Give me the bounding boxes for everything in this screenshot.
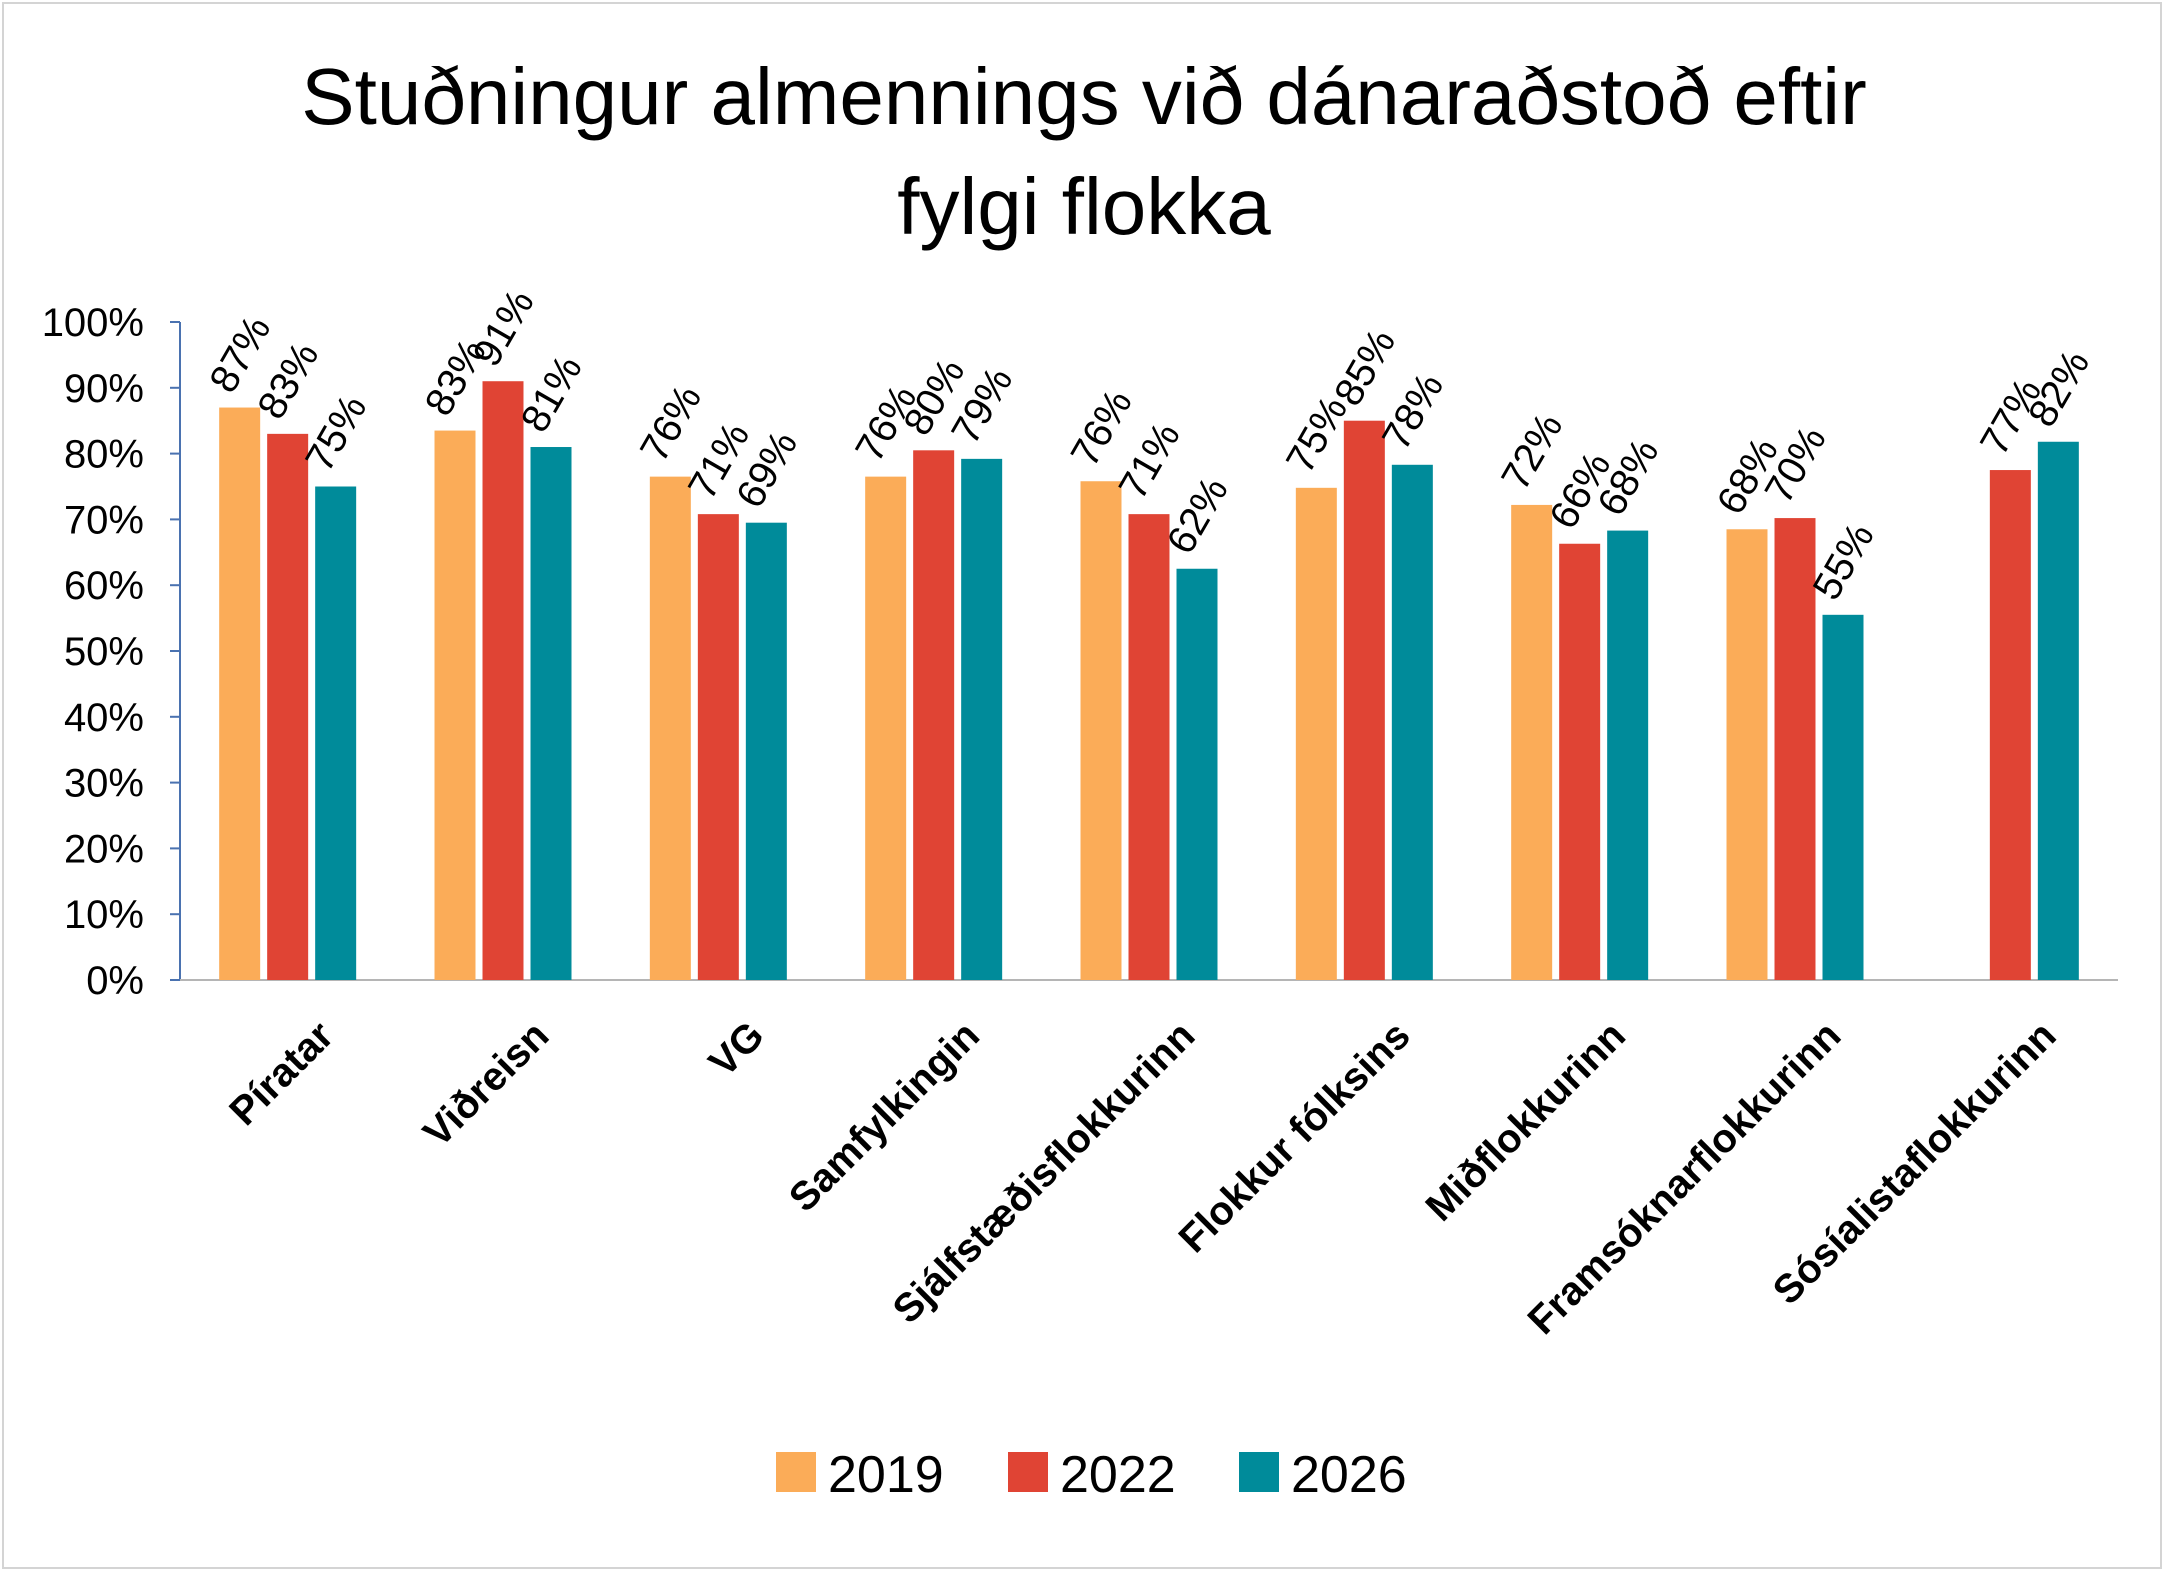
y-tick-label: 40%	[64, 696, 144, 740]
y-tick-label: 100%	[42, 301, 144, 345]
bar-2026	[1176, 568, 1218, 980]
category-label: Píratar	[221, 1013, 342, 1134]
bar-2019	[219, 407, 261, 980]
category-label: Viðreisn	[415, 1013, 557, 1155]
y-tick-label: 10%	[64, 893, 144, 937]
legend-swatch-2019	[776, 1452, 816, 1492]
y-tick-label: 60%	[64, 564, 144, 608]
legend-label-2019: 2019	[828, 1446, 944, 1504]
data-label-2022: 85%	[1326, 322, 1404, 413]
bar-2026	[745, 522, 787, 980]
category-labels: Píratar Viðreisn VG SamfylkinginSjálfstæðis…	[221, 1013, 2064, 1343]
bar-2026	[1822, 614, 1864, 980]
category-label: Samfylkingin	[781, 1013, 988, 1220]
y-tick-label: 90%	[64, 367, 144, 411]
bar-2026	[530, 447, 572, 980]
y-tick-label: 0%	[86, 959, 144, 1003]
legend: 2019 2022 2026	[776, 1446, 1407, 1504]
bar-2026	[315, 486, 357, 980]
bar-2019	[1080, 481, 1122, 980]
bar-2019	[1295, 487, 1337, 980]
bar-2022	[1128, 514, 1170, 980]
legend-label-2026: 2026	[1291, 1446, 1407, 1504]
bar-2026	[961, 458, 1003, 980]
bar-2019	[649, 476, 691, 980]
bar-2022	[267, 433, 309, 980]
chart-title-line-2: fylgi flokka	[897, 162, 1271, 251]
legend-swatch-2026	[1239, 1452, 1279, 1492]
legend-swatch-2022	[1008, 1452, 1048, 1492]
legend-label-2022: 2022	[1060, 1446, 1176, 1504]
bar-2022	[1559, 543, 1601, 980]
axes: 0% 10% 20% 30% 40% 50% 60% 70% 80% 90% 100%	[42, 301, 2118, 1003]
y-tick-label: 80%	[64, 433, 144, 477]
chart-title-line-1: Stuðningur almennings við dánaraðstoð ef…	[301, 52, 1866, 141]
y-tick-label: 30%	[64, 762, 144, 806]
data-label-2026: 62%	[1159, 470, 1237, 561]
bar-2026	[1607, 530, 1649, 980]
bar-2019	[1726, 529, 1768, 980]
bar-2026	[2037, 441, 2079, 981]
bar-2022	[1774, 518, 1816, 980]
chart-svg: Stuðningur almennings við dánaraðstoð ef…	[42, 52, 2118, 1504]
y-tick-label: 20%	[64, 827, 144, 871]
bar-2022	[1989, 470, 2031, 980]
bars	[219, 381, 2079, 981]
chart-title: Stuðningur almennings við dánaraðstoð ef…	[301, 52, 1866, 251]
bar-2022	[482, 381, 524, 981]
bar-2019	[865, 476, 907, 980]
bar-2022	[913, 450, 955, 980]
y-tick-label: 70%	[64, 498, 144, 542]
data-label-2026: 55%	[1805, 516, 1883, 607]
bar-2019	[434, 430, 476, 980]
bar-2022	[697, 514, 739, 980]
bar-2019	[1511, 504, 1553, 980]
data-label-2026: 78%	[1374, 366, 1452, 457]
data-label-2026: 81%	[513, 348, 591, 439]
data-label-2026: 75%	[297, 388, 375, 479]
y-tick-label: 50%	[64, 630, 144, 674]
category-label: VG	[701, 1013, 773, 1085]
category-label: Miðflokkurinn	[1418, 1013, 1635, 1230]
bar-2022	[1343, 420, 1385, 980]
category-label: Flokkur fólksins	[1171, 1013, 1419, 1261]
bar-2026	[1391, 464, 1433, 980]
